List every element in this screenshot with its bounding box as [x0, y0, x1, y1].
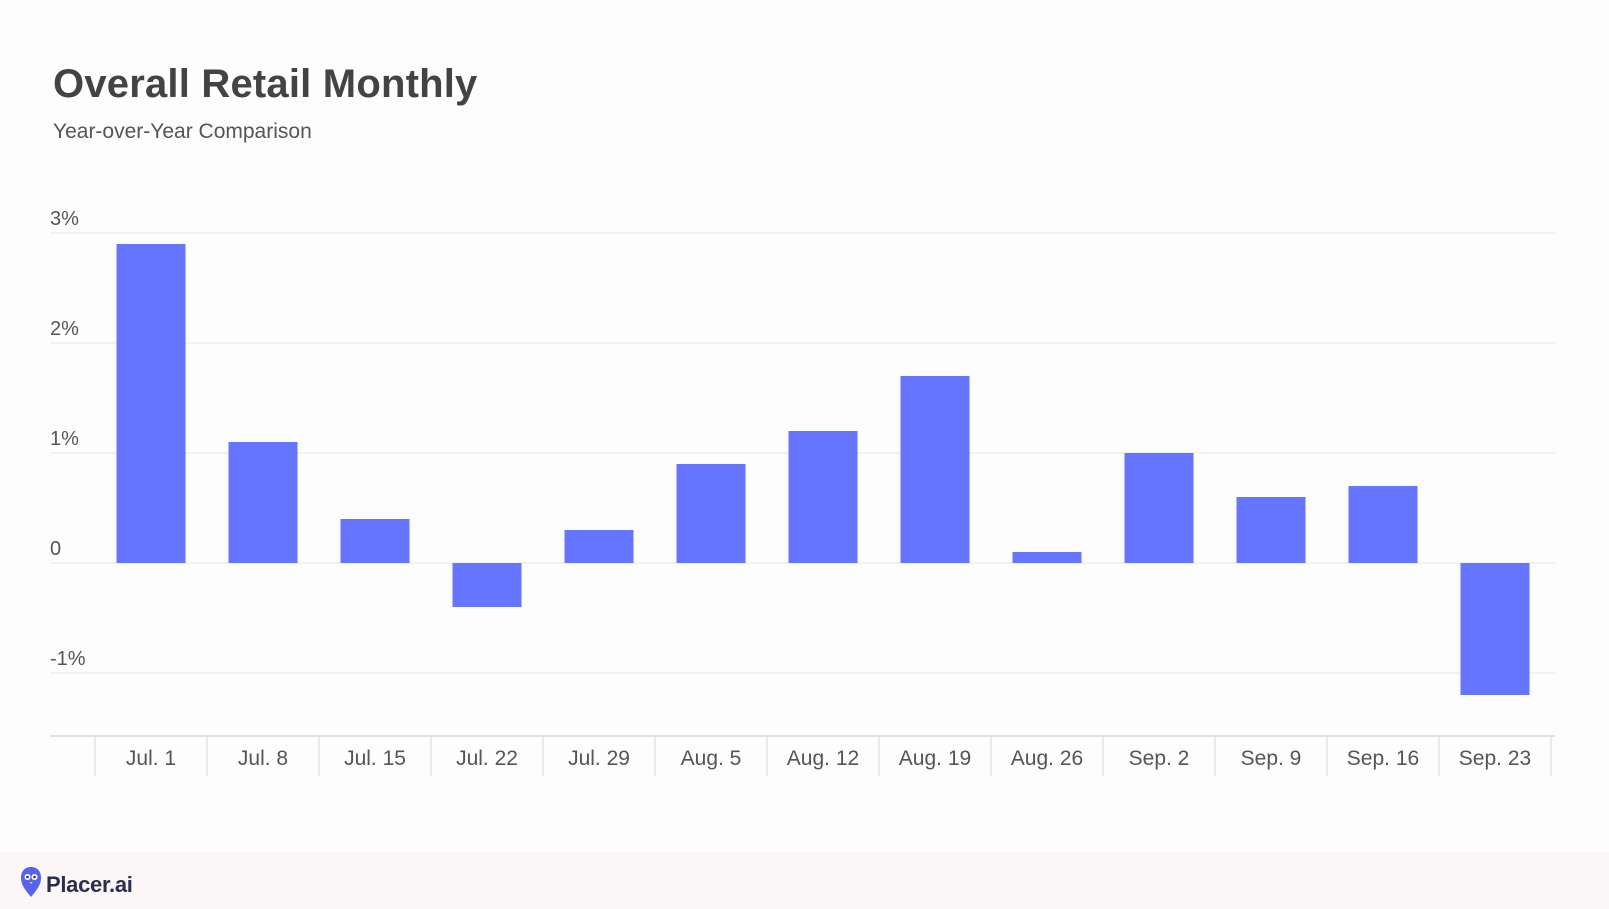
chart-title: Overall Retail Monthly: [53, 62, 478, 106]
x-tick-label: Aug. 19: [899, 747, 971, 770]
bar-sep-16[interactable]: [1348, 486, 1418, 563]
x-tick-label: Jul. 1: [126, 747, 176, 770]
x-tick-label: Aug. 5: [681, 747, 742, 770]
y-tick-label: 3%: [50, 208, 79, 230]
x-axis: Jul. 1 Jul. 8 Jul. 15 Jul. 22 Jul. 29 Aug. 5 A…: [50, 735, 1555, 776]
chart-subtitle: Year-over-Year Comparison: [53, 120, 312, 143]
x-tick-label: Jul. 15: [344, 747, 406, 770]
brand-name: Placer.ai: [46, 871, 133, 897]
y-tick-label: -1%: [50, 648, 86, 670]
y-axis-ticks: 3% 2% 1% 0 -1%: [50, 208, 86, 670]
bar-jul-1[interactable]: [116, 244, 186, 563]
x-tick-label: Jul. 8: [238, 747, 288, 770]
x-tick-label: Aug. 12: [787, 747, 859, 770]
x-tick-label: Sep. 16: [1347, 747, 1419, 770]
placer-owl-icon: [20, 865, 42, 904]
bar-sep-23[interactable]: [1460, 563, 1530, 695]
bar-jul-15[interactable]: [340, 519, 410, 563]
y-tick-label: 2%: [50, 318, 79, 340]
x-tick-label: Sep. 9: [1241, 747, 1302, 770]
y-tick-label: 0: [50, 538, 61, 560]
x-tick-label: Jul. 22: [456, 747, 518, 770]
bar-jul-22[interactable]: [452, 563, 522, 607]
bar-chart: 3%2%1%0-1% Jul. 1 Jul. 8 Jul. 15 Jul. 22 Jul…: [50, 208, 1555, 776]
footer-bar: Placer.ai: [0, 852, 1609, 909]
bar-sep-2[interactable]: [1124, 453, 1194, 563]
bar-aug-26[interactable]: [1012, 552, 1082, 563]
x-tick-label: Sep. 2: [1129, 747, 1190, 770]
y-tick-label: 1%: [50, 428, 79, 450]
bar-aug-5[interactable]: [676, 464, 746, 563]
placer-logo[interactable]: Placer.ai: [20, 865, 133, 904]
bar-jul-29[interactable]: [564, 530, 634, 563]
x-tick-label: Sep. 23: [1459, 747, 1531, 770]
bar-jul-8[interactable]: [228, 442, 298, 563]
bar-aug-12[interactable]: [788, 431, 858, 563]
x-tick-label: Jul. 29: [568, 747, 630, 770]
bar-aug-19[interactable]: [900, 376, 970, 563]
bar-series: [116, 244, 1530, 695]
bar-sep-9[interactable]: [1236, 497, 1306, 563]
x-tick-label: Aug. 26: [1011, 747, 1083, 770]
